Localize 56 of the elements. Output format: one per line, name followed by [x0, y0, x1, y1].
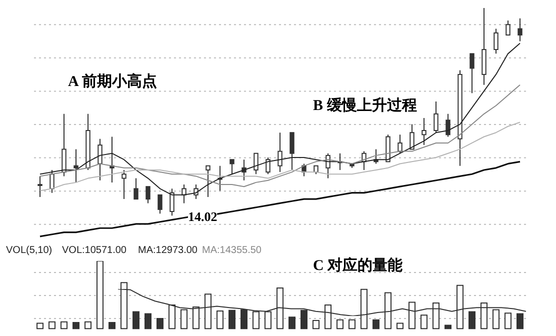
bar — [348, 319, 356, 330]
candlestick — [278, 132, 282, 173]
candlestick — [182, 184, 186, 204]
bar — [468, 311, 476, 330]
candlestick — [398, 134, 402, 154]
candlestick — [98, 138, 102, 181]
candlestick — [206, 165, 210, 198]
candlestick — [290, 132, 294, 170]
candlestick — [38, 176, 42, 198]
bar — [288, 316, 296, 330]
bar — [372, 319, 380, 330]
bar — [60, 321, 68, 330]
bar — [144, 313, 152, 330]
candlestick — [146, 186, 150, 204]
candlestick — [446, 113, 450, 138]
bar — [48, 321, 56, 330]
bar — [420, 314, 428, 330]
candlestick — [62, 113, 66, 177]
bar — [108, 322, 116, 330]
candlestick — [50, 169, 54, 194]
candlestick — [410, 124, 414, 150]
annotation: A 前期小高点 — [68, 72, 157, 91]
candlestick — [506, 20, 510, 36]
candlestick — [254, 152, 258, 175]
candlestick — [494, 28, 498, 54]
candlestick — [422, 118, 426, 146]
candlestick — [434, 100, 438, 134]
bar — [516, 313, 524, 330]
candlestick — [122, 169, 126, 200]
text: VOL:10571.00 — [62, 245, 126, 256]
bar — [84, 321, 92, 330]
bar — [156, 318, 164, 330]
candlestick — [158, 194, 162, 214]
bar — [504, 312, 512, 330]
bar — [216, 310, 224, 330]
candlestick — [170, 188, 174, 216]
annotation: 14.02 — [188, 209, 218, 224]
annotation: B 缓慢上升过程 — [313, 96, 417, 115]
candlestick — [134, 178, 138, 200]
text: MA:12973.00 — [138, 245, 198, 256]
bar — [132, 311, 140, 330]
bar — [72, 322, 80, 330]
candlestick — [230, 159, 234, 175]
bar — [336, 319, 344, 330]
bar — [444, 324, 452, 330]
text: MA:14355.50 — [202, 245, 262, 256]
bar — [36, 322, 44, 330]
candlestick — [470, 53, 474, 94]
bar — [96, 261, 104, 330]
candlestick — [266, 157, 270, 175]
bar — [312, 320, 320, 330]
text: VOL(5,10) — [6, 245, 52, 256]
candlestick — [74, 148, 78, 183]
bar — [396, 322, 404, 330]
annotation: C 对应的量能 — [313, 256, 403, 275]
candlestick — [518, 18, 522, 42]
